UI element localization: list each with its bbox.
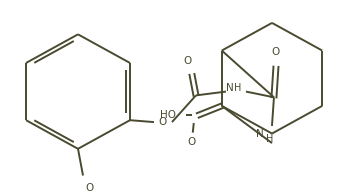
Text: O: O — [159, 117, 167, 127]
Text: N: N — [256, 129, 264, 139]
Text: HO: HO — [160, 110, 176, 120]
Text: H: H — [266, 134, 274, 144]
Text: H: H — [234, 83, 242, 93]
Text: N: N — [226, 83, 234, 93]
Text: O: O — [85, 183, 93, 192]
Text: O: O — [188, 137, 196, 147]
Text: O: O — [272, 46, 280, 56]
Text: O: O — [184, 56, 192, 66]
